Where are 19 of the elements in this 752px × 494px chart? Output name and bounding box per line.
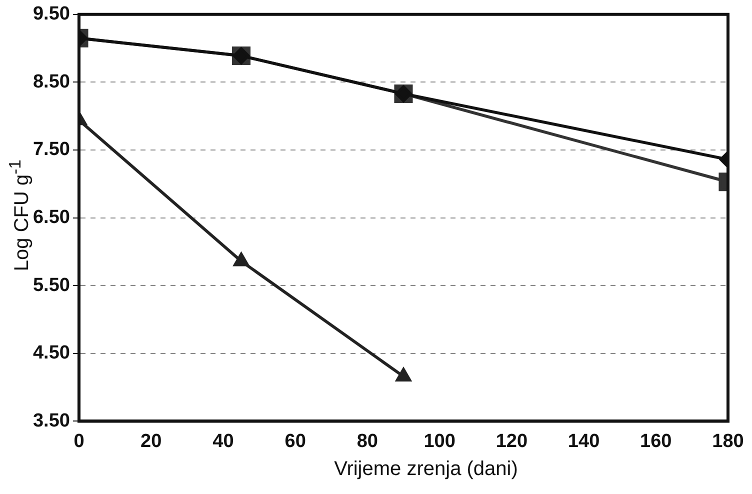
x-tick-label: 180 [712,430,744,452]
y-tick-label: 9.50 [32,4,70,25]
x-tick-label: 140 [568,430,600,452]
y-tick-label: 3.50 [32,410,70,432]
x-tick-label: 160 [640,430,672,452]
y-tick-label: 8.50 [32,71,70,92]
y-tick-label: 5.50 [32,274,70,296]
x-tick-label: 100 [424,430,456,452]
x-tick-label: 120 [496,430,528,452]
point [396,368,412,382]
x-tick-label: 60 [284,430,306,452]
x-tick-label: 20 [140,430,162,452]
x-axis-title: Vrijeme zrenja (dani) [333,458,519,481]
y-tick-label: 4.50 [32,342,70,364]
x-tick-label: 40 [212,430,234,452]
x-tick-label: 0 [74,430,84,452]
y-tick-label: 6.50 [32,207,70,228]
y-tick-label: 7.50 [32,139,70,160]
x-tick-label: 80 [356,430,378,452]
